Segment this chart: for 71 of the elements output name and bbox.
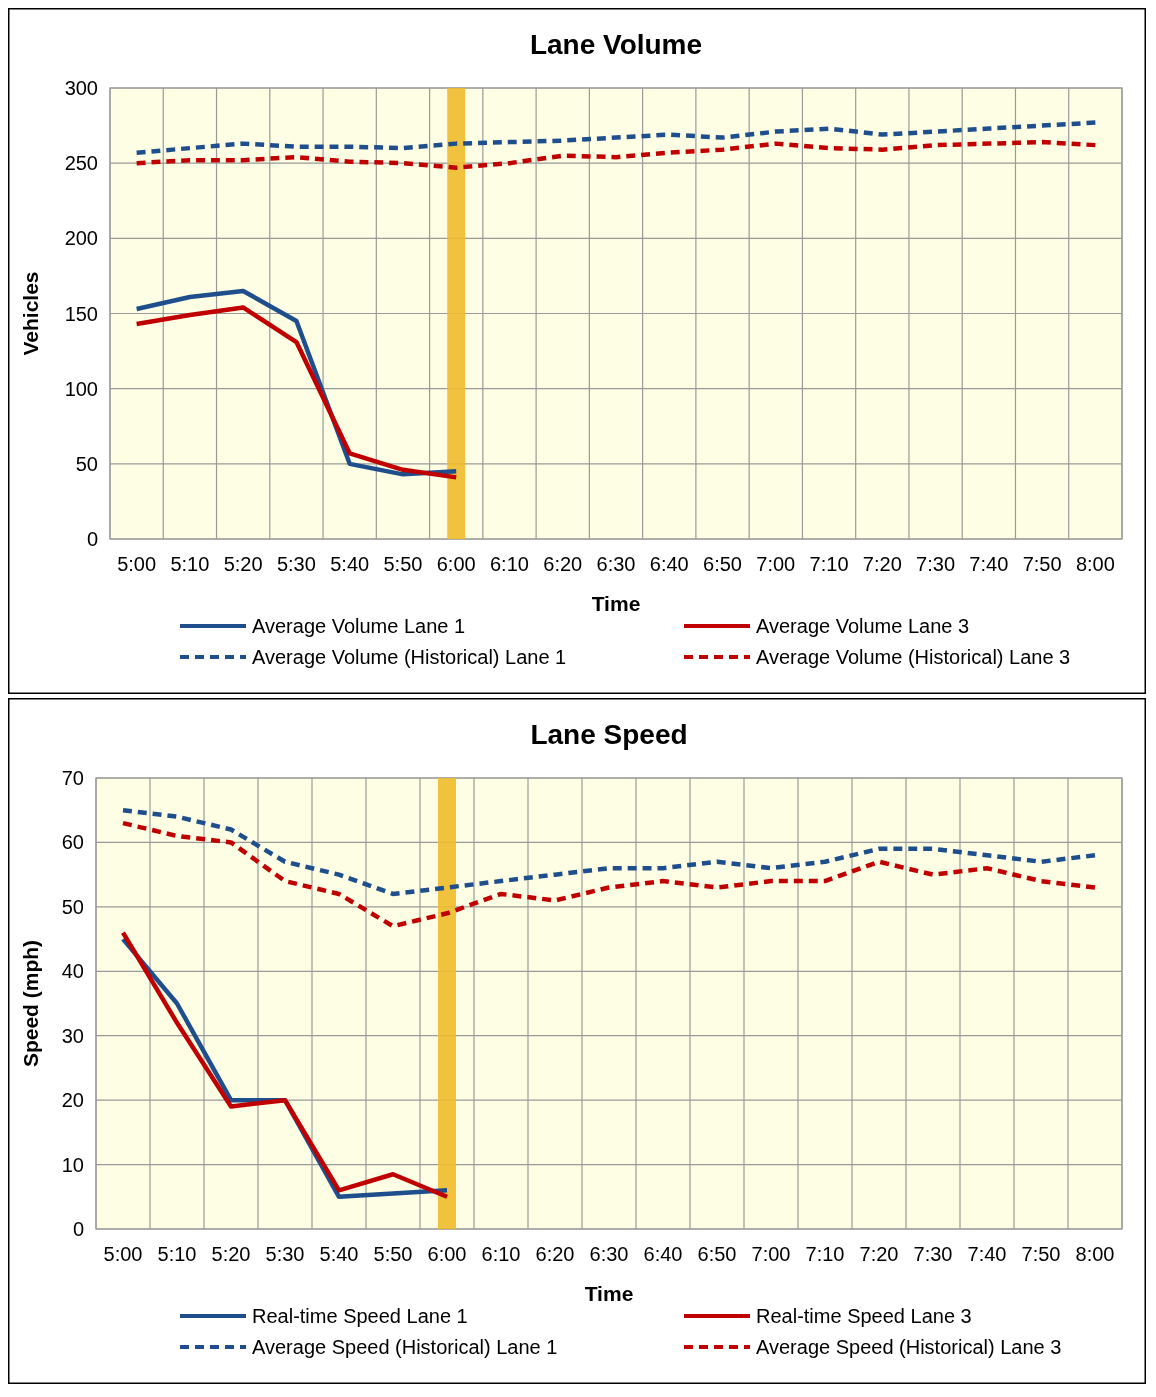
chart-title: Lane Speed bbox=[530, 719, 688, 750]
x-tick-label: 7:20 bbox=[859, 1243, 899, 1265]
y-tick-label: 50 bbox=[75, 452, 98, 475]
x-tick-label: 5:50 bbox=[383, 553, 423, 575]
y-axis-title: Vehicles bbox=[19, 271, 42, 356]
legend-label: Average Volume Lane 1 bbox=[252, 615, 466, 637]
x-tick-label: 7:00 bbox=[751, 1243, 791, 1265]
x-tick-label: 5:50 bbox=[373, 1243, 413, 1265]
y-tick-label: 0 bbox=[72, 1218, 84, 1240]
x-tick-label: 5:20 bbox=[211, 1243, 251, 1265]
y-tick-label: 60 bbox=[61, 831, 84, 854]
y-tick-label: 0 bbox=[86, 528, 98, 550]
y-tick-label: 10 bbox=[61, 1153, 84, 1176]
x-tick-label: 7:40 bbox=[969, 553, 1009, 575]
y-tick-label: 50 bbox=[61, 895, 84, 918]
y-tick-label: 30 bbox=[61, 1024, 84, 1047]
x-tick-label: 7:40 bbox=[967, 1243, 1007, 1265]
x-tick-label: 6:30 bbox=[589, 1243, 629, 1265]
x-tick-label: 7:10 bbox=[805, 1243, 845, 1265]
legend-label: Real-time Speed Lane 1 bbox=[252, 1305, 468, 1327]
x-tick-label: 5:40 bbox=[330, 553, 370, 575]
y-tick-label: 70 bbox=[61, 767, 84, 789]
x-tick-label: 7:10 bbox=[809, 553, 849, 575]
y-tick-label: 20 bbox=[61, 1089, 84, 1112]
x-tick-label: 7:30 bbox=[916, 553, 956, 575]
y-tick-label: 100 bbox=[64, 377, 98, 400]
legend-label: Average Volume (Historical) Lane 3 bbox=[756, 646, 1071, 668]
x-tick-label: 5:10 bbox=[170, 553, 210, 575]
x-tick-label: 5:30 bbox=[276, 553, 316, 575]
line-series bbox=[134, 120, 1098, 155]
x-tick-label: 5:10 bbox=[157, 1243, 197, 1265]
x-tick-label: 5:40 bbox=[319, 1243, 359, 1265]
x-tick-label: 6:40 bbox=[649, 553, 689, 575]
x-tick-label: 6:30 bbox=[596, 553, 636, 575]
y-tick-label: 40 bbox=[61, 960, 84, 983]
x-tick-label: 6:00 bbox=[427, 1243, 467, 1265]
x-tick-label: 6:20 bbox=[543, 553, 583, 575]
y-tick-label: 200 bbox=[64, 227, 98, 250]
x-tick-label: 8:00 bbox=[1075, 553, 1115, 575]
x-tick-label: 6:10 bbox=[490, 553, 529, 575]
y-tick-label: 150 bbox=[64, 302, 98, 325]
line-series bbox=[134, 139, 1098, 170]
chart-title: Lane Volume bbox=[529, 29, 703, 60]
legend-label: Real-time Speed Lane 3 bbox=[756, 1305, 972, 1327]
x-tick-label: 7:50 bbox=[1022, 553, 1062, 575]
y-axis-title: Speed (mph) bbox=[19, 939, 42, 1068]
x-tick-label: 5:30 bbox=[265, 1243, 305, 1265]
line-series bbox=[120, 807, 1098, 897]
x-tick-label: 7:00 bbox=[756, 553, 796, 575]
x-tick-label: 6:20 bbox=[535, 1243, 575, 1265]
legend-label: Average Speed (Historical) Lane 1 bbox=[252, 1336, 558, 1358]
x-tick-label: 6:50 bbox=[703, 553, 742, 575]
y-tick-label: 300 bbox=[64, 77, 98, 99]
x-tick-label: 5:20 bbox=[223, 553, 263, 575]
x-tick-label: 6:50 bbox=[697, 1243, 737, 1265]
x-tick-label: 6:40 bbox=[643, 1243, 683, 1265]
x-tick-label: 6:10 bbox=[481, 1243, 521, 1265]
x-tick-label: 8:00 bbox=[1075, 1243, 1115, 1265]
x-tick-label: 7:30 bbox=[913, 1243, 953, 1265]
x-axis-title: Time bbox=[591, 592, 641, 615]
x-tick-label: 5:00 bbox=[117, 553, 157, 575]
x-tick-label: 7:20 bbox=[862, 553, 902, 575]
x-tick-label: 6:00 bbox=[436, 553, 476, 575]
line-series bbox=[120, 820, 1098, 929]
y-tick-label: 250 bbox=[64, 152, 98, 175]
legend-label: Average Volume (Historical) Lane 1 bbox=[252, 646, 567, 668]
x-tick-label: 5:00 bbox=[103, 1243, 143, 1265]
legend-label: Average Volume Lane 3 bbox=[756, 615, 970, 637]
x-axis-title: Time bbox=[584, 1282, 634, 1305]
x-tick-label: 7:50 bbox=[1021, 1243, 1061, 1265]
legend-label: Average Speed (Historical) Lane 3 bbox=[756, 1336, 1062, 1358]
